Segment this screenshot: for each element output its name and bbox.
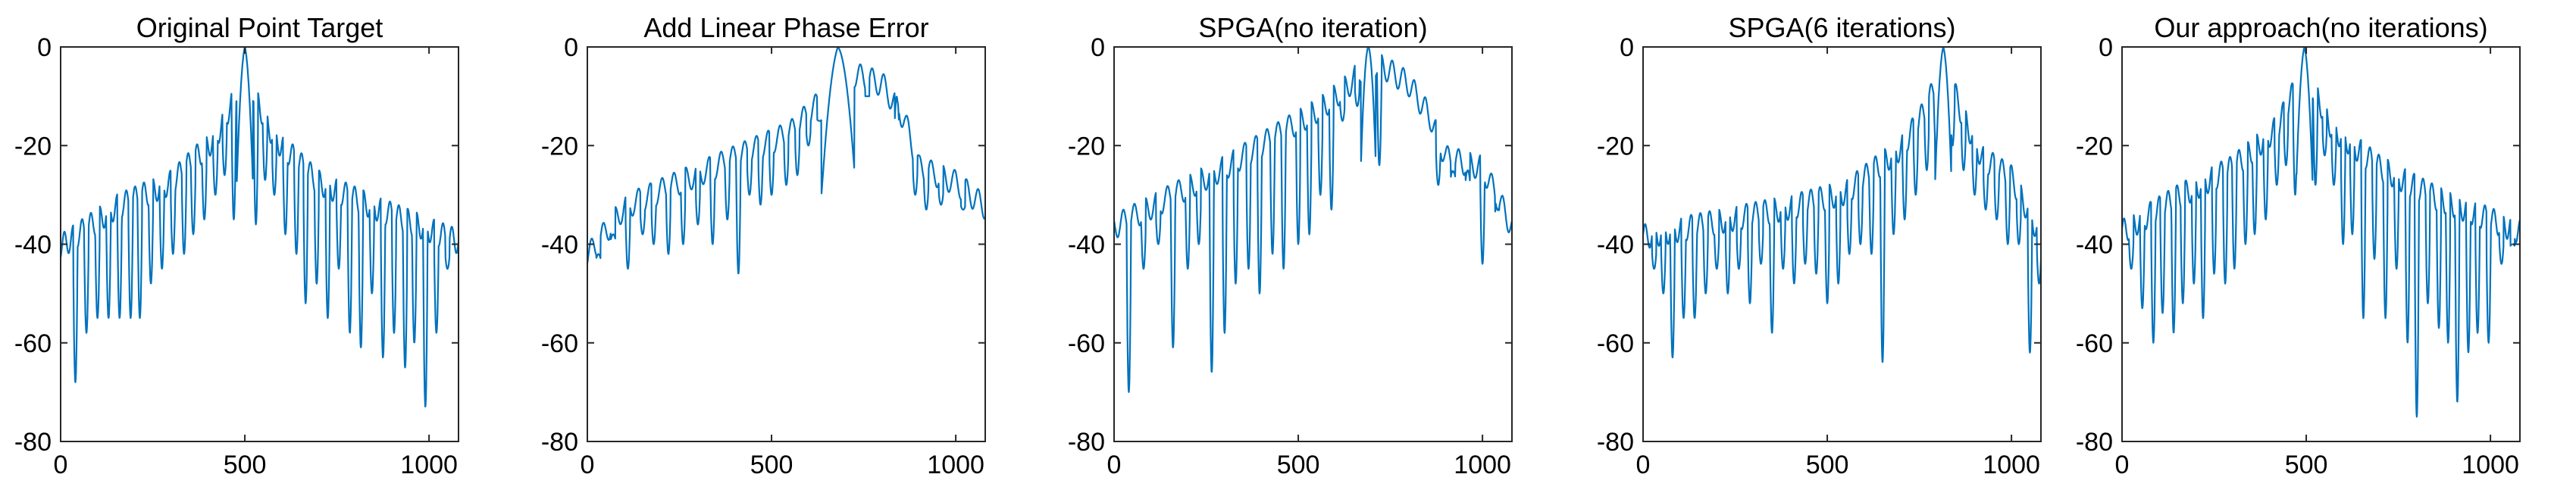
y-tick-label: -80 [541, 428, 578, 457]
subplot-title: Original Point Target [136, 12, 383, 43]
x-tick-label: 1000 [1454, 451, 1511, 479]
x-tick-label: 0 [1636, 451, 1651, 479]
x-tick-label: 1000 [2462, 451, 2519, 479]
y-tick-label: 0 [2099, 33, 2113, 62]
subplot-3: SPGA(no iteration)0-20-40-60-800 500 1000 [1068, 12, 1513, 479]
y-tick-label: 0 [37, 33, 52, 62]
subplot-title: SPGA(6 iterations) [1728, 12, 1955, 43]
x-tick-label: 1000 [400, 451, 458, 479]
x-tick-label: 500 [750, 451, 793, 479]
subplot-title: Add Linear Phase Error [643, 12, 928, 43]
y-tick-label: -20 [1597, 132, 1634, 161]
subplot-title: Our approach(no iterations) [2154, 12, 2487, 43]
y-tick-label: -80 [14, 428, 52, 457]
x-tick-label: 500 [1277, 451, 1320, 479]
y-tick-label: -60 [2076, 329, 2113, 358]
subplot-5: Our approach(no iterations) 0 -20 -40 -60 -80… [2076, 12, 2521, 479]
series-line [1113, 46, 1513, 393]
series-line [1642, 46, 2042, 363]
x-tick-label: 500 [2285, 451, 2328, 479]
x-tick-label: 1000 [1983, 451, 2040, 479]
y-tick-label: -20 [2076, 132, 2113, 161]
x-tick-label: 500 [1806, 451, 1849, 479]
y-tick-label: 0 [1091, 33, 1105, 62]
series-line [59, 46, 460, 408]
x-tick-label: 0 [54, 451, 68, 479]
x-tick-label: 0 [581, 451, 595, 479]
y-tick-label: -40 [1597, 231, 1634, 260]
y-tick-label: -60 [1068, 329, 1105, 358]
y-tick-label: -20 [541, 132, 578, 161]
y-tick-label: -60 [1597, 329, 1634, 358]
y-tick-label: -40 [2076, 231, 2113, 260]
y-tick-label: -40 [14, 231, 52, 260]
y-tick-label: -20 [1068, 132, 1105, 161]
x-tick-label: 1000 [927, 451, 984, 479]
y-tick-label: -40 [541, 231, 578, 260]
x-tick-label: 500 [224, 451, 267, 479]
axes-box [587, 46, 986, 442]
y-tick-label: -80 [2076, 428, 2113, 457]
y-tick-label: -60 [14, 329, 52, 358]
y-tick-label: -80 [1068, 428, 1105, 457]
series-line [586, 46, 987, 275]
x-tick-label: 0 [1107, 451, 1122, 479]
y-tick-label: -80 [1597, 428, 1634, 457]
y-tick-label: 0 [564, 33, 578, 62]
x-tick-label: 0 [2115, 451, 2130, 479]
y-tick-label: -40 [1068, 231, 1105, 260]
y-tick-label: -60 [541, 329, 578, 358]
subplot-title: SPGA(no iteration) [1198, 12, 1427, 43]
y-tick-label: -20 [14, 132, 52, 161]
y-tick-label: 0 [1620, 33, 1634, 62]
subplot-4: SPGA(6 iterations)0-20-40-60-800 500 1000 [1597, 12, 2042, 479]
series-line [2121, 46, 2521, 418]
